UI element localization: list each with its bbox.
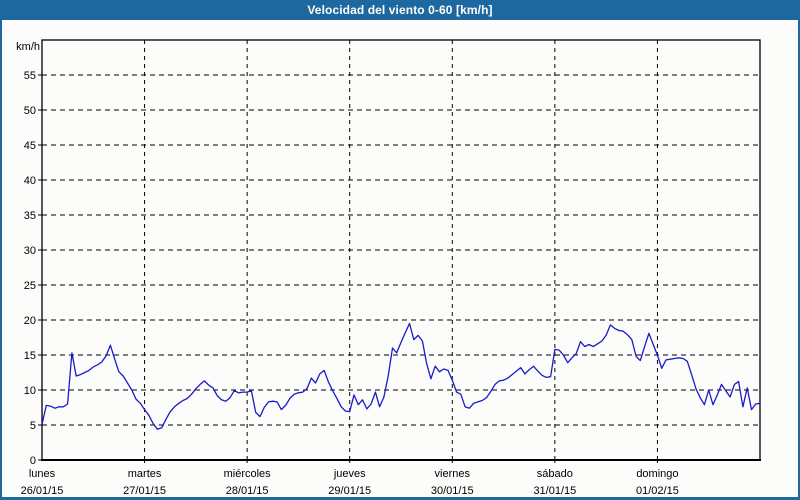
y-tick-label: 35: [24, 210, 36, 222]
x-date-label: 26/01/15: [21, 485, 64, 497]
x-day-label: miércoles: [224, 468, 272, 480]
x-day-label: viernes: [435, 468, 471, 480]
y-tick-label: 0: [30, 455, 36, 467]
y-axis-unit-label: km/h: [16, 41, 40, 53]
x-date-label: 01/02/15: [636, 485, 679, 497]
y-tick-label: 5: [30, 420, 36, 432]
y-tick-label: 50: [24, 105, 36, 117]
y-tick-label: 15: [24, 350, 36, 362]
y-tick-label: 20: [24, 315, 36, 327]
x-date-label: 28/01/15: [226, 485, 269, 497]
x-date-label: 31/01/15: [533, 485, 576, 497]
chart-window: Velocidad del viento 0-60 [km/h] 0510152…: [0, 0, 800, 500]
x-date-label: 27/01/15: [123, 485, 166, 497]
x-day-label: sábado: [537, 468, 573, 480]
y-tick-label: 25: [24, 280, 36, 292]
x-day-label: martes: [128, 468, 162, 480]
wind-speed-line: [42, 324, 760, 430]
x-day-label: domingo: [636, 468, 678, 480]
y-tick-label: 30: [24, 245, 36, 257]
y-tick-label: 40: [24, 175, 36, 187]
plot-border: [42, 40, 760, 460]
y-tick-label: 55: [24, 70, 36, 82]
y-tick-label: 45: [24, 140, 36, 152]
x-day-label: jueves: [333, 468, 366, 480]
x-day-label: lunes: [29, 468, 56, 480]
x-date-label: 30/01/15: [431, 485, 474, 497]
y-tick-label: 10: [24, 385, 36, 397]
wind-speed-chart: 0 5 10 15 20 25 30 35 40 45 50 55 km/h lunes 26/01/15 m…: [2, 0, 798, 497]
x-date-label: 29/01/15: [328, 485, 371, 497]
